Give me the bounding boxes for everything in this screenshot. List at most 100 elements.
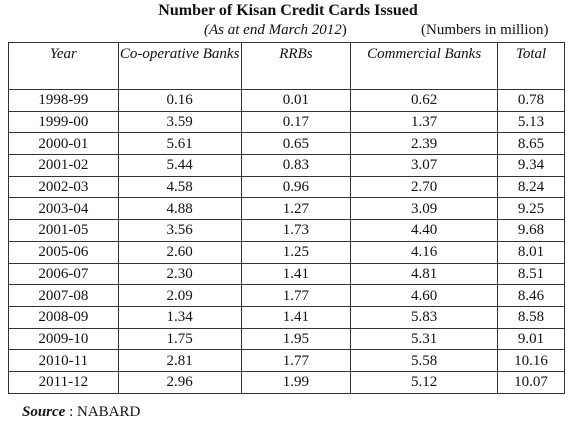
cell-cooperative-banks: 4.88 [117, 197, 242, 221]
column-header-year: Year [8, 42, 119, 90]
table-row: 2007-08 2.09 1.77 4.60 8.46 [8, 284, 565, 307]
cell-year: 2009-10 [8, 327, 119, 351]
cell-cooperative-banks: 2.96 [117, 370, 242, 394]
cell-commercial-banks: 4.40 [350, 219, 499, 242]
cell-cooperative-banks: 3.56 [117, 219, 242, 242]
cell-total: 8.51 [497, 262, 565, 286]
cell-cooperative-banks: 2.81 [117, 349, 242, 372]
cell-cooperative-banks: 2.30 [117, 262, 242, 286]
cell-cooperative-banks: 5.61 [117, 132, 242, 156]
cell-commercial-banks: 4.81 [350, 262, 499, 286]
cell-rrbs: 1.41 [240, 305, 352, 329]
table-row: 2010-11 2.81 1.77 5.58 10.16 [8, 349, 565, 372]
cell-commercial-banks: 5.58 [350, 349, 499, 372]
date-note-close: ) [341, 22, 347, 38]
cell-commercial-banks: 3.07 [350, 154, 499, 177]
cell-year: 1998-99 [8, 89, 119, 112]
cell-cooperative-banks: 5.44 [117, 154, 242, 177]
cell-rrbs: 1.73 [240, 219, 352, 242]
cell-total: 9.25 [497, 197, 565, 221]
cell-commercial-banks: 3.09 [350, 197, 499, 221]
source-label: Source [22, 404, 66, 420]
source-separator: : [65, 404, 78, 420]
column-header-rrbs: RRBs [240, 42, 352, 90]
cell-total: 9.34 [497, 154, 565, 177]
table-row: 2009-10 1.75 1.95 5.31 9.01 [8, 327, 565, 351]
cell-year: 2011-12 [8, 370, 119, 394]
cell-year: 2005-06 [8, 240, 119, 264]
cell-cooperative-banks: 0.16 [117, 89, 242, 112]
cell-commercial-banks: 5.31 [350, 327, 499, 351]
cell-cooperative-banks: 1.34 [117, 305, 242, 329]
table-row: 2001-05 3.56 1.73 4.40 9.68 [8, 219, 565, 242]
cell-rrbs: 1.41 [240, 262, 352, 286]
table-row: 2008-09 1.34 1.41 5.83 8.58 [8, 305, 565, 329]
cell-year: 2002-03 [8, 175, 119, 199]
cell-total: 9.01 [497, 327, 565, 351]
cell-rrbs: 0.01 [240, 89, 352, 112]
table-row: 1998-99 0.16 0.01 0.62 0.78 [8, 89, 565, 112]
source-value: NABARD [77, 404, 141, 420]
cell-rrbs: 0.96 [240, 175, 352, 199]
column-header-total: Total [497, 42, 565, 90]
cell-total: 9.68 [497, 219, 565, 242]
cell-commercial-banks: 2.70 [350, 175, 499, 199]
column-header-cooperative-banks: Co-operative Banks [117, 42, 242, 90]
table-body: 1998-99 0.16 0.01 0.62 0.78 1999-00 3.59 0.17 1.… [8, 89, 565, 394]
cell-cooperative-banks: 2.60 [117, 240, 242, 264]
cell-commercial-banks: 2.39 [350, 132, 499, 156]
cell-total: 0.78 [497, 89, 565, 112]
cell-total: 8.58 [497, 305, 565, 329]
cell-rrbs: 1.95 [240, 327, 352, 351]
cell-rrbs: 1.25 [240, 240, 352, 264]
cell-year: 1999-00 [8, 110, 119, 134]
table-row: 2001-02 5.44 0.83 3.07 9.34 [8, 154, 565, 177]
cell-year: 2010-11 [8, 349, 119, 372]
date-note-text: (As at end March 2012 [204, 22, 342, 38]
table-row: 2002-03 4.58 0.96 2.70 8.24 [8, 175, 565, 199]
cell-year: 2007-08 [8, 284, 119, 307]
cell-total: 10.16 [497, 349, 565, 372]
cell-total: 10.07 [497, 370, 565, 394]
cell-total: 8.24 [497, 175, 565, 199]
table-row: 1999-00 3.59 0.17 1.37 5.13 [8, 110, 565, 134]
cell-year: 2003-04 [8, 197, 119, 221]
table-row: 2011-12 2.96 1.99 5.12 10.07 [8, 370, 565, 394]
cell-year: 2001-05 [8, 219, 119, 242]
cell-year: 2000-01 [8, 132, 119, 156]
cell-rrbs: 1.27 [240, 197, 352, 221]
cell-year: 2001-02 [8, 154, 119, 177]
cell-rrbs: 0.65 [240, 132, 352, 156]
cell-commercial-banks: 5.12 [350, 370, 499, 394]
cell-rrbs: 1.77 [240, 284, 352, 307]
cell-cooperative-banks: 2.09 [117, 284, 242, 307]
kcc-data-table: Year Co-operative Banks RRBs Commercial … [8, 42, 565, 394]
cell-rrbs: 1.77 [240, 349, 352, 372]
table-row: 2005-06 2.60 1.25 4.16 8.01 [8, 240, 565, 264]
table-units-note: (Numbers in million) [421, 22, 549, 38]
cell-commercial-banks: 0.62 [350, 89, 499, 112]
table-header-row: Year Co-operative Banks RRBs Commercial … [8, 42, 565, 90]
table-row: 2000-01 5.61 0.65 2.39 8.65 [8, 132, 565, 156]
cell-total: 8.46 [497, 284, 565, 307]
cell-rrbs: 0.17 [240, 110, 352, 134]
table-row: 2003-04 4.88 1.27 3.09 9.25 [8, 197, 565, 221]
cell-commercial-banks: 5.83 [350, 305, 499, 329]
cell-cooperative-banks: 3.59 [117, 110, 242, 134]
cell-total: 8.01 [497, 240, 565, 264]
cell-cooperative-banks: 1.75 [117, 327, 242, 351]
table-date-note: (As at end March 2012) [204, 21, 347, 39]
cell-rrbs: 1.99 [240, 370, 352, 394]
cell-year: 2006-07 [8, 262, 119, 286]
source-note: Source : NABARD [22, 403, 140, 421]
cell-cooperative-banks: 4.58 [117, 175, 242, 199]
cell-total: 8.65 [497, 132, 565, 156]
cell-rrbs: 0.83 [240, 154, 352, 177]
cell-commercial-banks: 4.60 [350, 284, 499, 307]
table-row: 2006-07 2.30 1.41 4.81 8.51 [8, 262, 565, 286]
cell-commercial-banks: 1.37 [350, 110, 499, 134]
cell-year: 2008-09 [8, 305, 119, 329]
cell-commercial-banks: 4.16 [350, 240, 499, 264]
cell-total: 5.13 [497, 110, 565, 134]
column-header-commercial-banks: Commercial Banks [350, 42, 499, 90]
